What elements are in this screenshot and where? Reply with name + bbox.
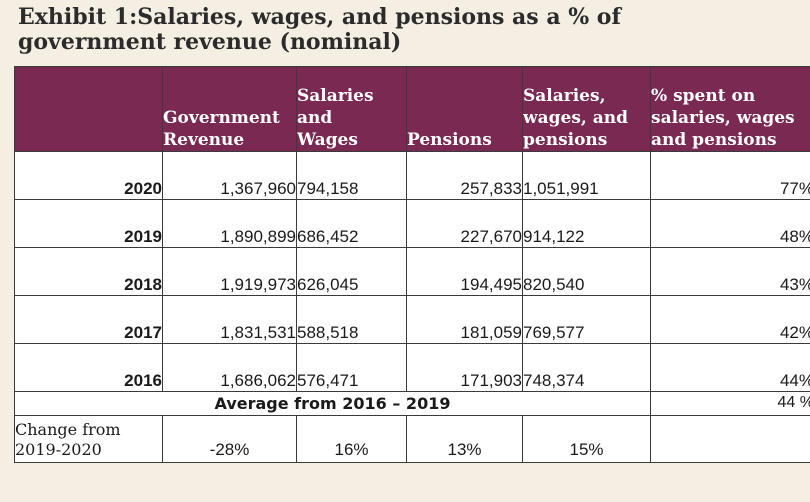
- pensions-cell: 257,833: [406, 151, 523, 200]
- exhibit-title: Exhibit 1:Salaries, wages, and pensions …: [18, 5, 798, 55]
- salaries-cell: 626,045: [296, 247, 407, 296]
- year-cell: 2018: [14, 247, 163, 296]
- percent-cell: 42%: [650, 295, 810, 344]
- header-line: Pensions: [407, 130, 492, 150]
- header-pensions: Pensions: [406, 66, 523, 152]
- average-label: Average from 2016 – 2019: [14, 391, 651, 416]
- revenue-cell: 1,367,960: [162, 151, 297, 200]
- header-line: and: [297, 108, 333, 128]
- header-line: wages, and: [523, 108, 629, 128]
- pensions-cell: 171,903: [406, 343, 523, 392]
- header-line: salaries, wages: [651, 108, 795, 128]
- average-value: 44 %: [650, 391, 810, 416]
- header-line: Wages: [297, 130, 358, 150]
- percent-cell: 44%: [650, 343, 810, 392]
- average-row: Average from 2016 – 2019 44 %: [14, 391, 810, 416]
- header-salaries-wages-pensions: Salaries, wages, and pensions: [522, 66, 651, 152]
- header-line: Revenue: [163, 130, 245, 150]
- header-line: Salaries,: [523, 86, 606, 106]
- header-line: pensions: [523, 130, 608, 150]
- header-government-revenue: Government Revenue: [162, 66, 297, 152]
- total-cell: 1,051,991: [522, 151, 651, 200]
- salaries-cell: 576,471: [296, 343, 407, 392]
- percent-cell: 77%: [650, 151, 810, 200]
- percent-cell: 43%: [650, 247, 810, 296]
- pensions-cell: 227,670: [406, 199, 523, 248]
- header-blank: [14, 66, 163, 152]
- change-row: Change from 2019-2020 -28% 16% 13% 15%: [14, 415, 810, 463]
- table-body: 20201,367,960794,158257,8331,051,99177%2…: [14, 151, 810, 463]
- header-line: Salaries: [297, 86, 374, 106]
- salaries-table: Government Revenue Salaries and Wages Pension…: [14, 66, 810, 463]
- change-salaries: 16%: [296, 415, 407, 463]
- year-cell: 2019: [14, 199, 163, 248]
- change-pct: [650, 415, 810, 463]
- salaries-cell: 794,158: [296, 151, 407, 200]
- change-label-line-1: Change from: [15, 420, 121, 439]
- revenue-cell: 1,919,973: [162, 247, 297, 296]
- revenue-cell: 1,831,531: [162, 295, 297, 344]
- percent-cell: 48%: [650, 199, 810, 248]
- salaries-cell: 588,518: [296, 295, 407, 344]
- revenue-cell: 1,890,899: [162, 199, 297, 248]
- year-cell: 2016: [14, 343, 163, 392]
- total-cell: 748,374: [522, 343, 651, 392]
- title-line-1: Exhibit 1:Salaries, wages, and pensions …: [18, 4, 621, 30]
- pensions-cell: 194,495: [406, 247, 523, 296]
- salaries-cell: 686,452: [296, 199, 407, 248]
- header-line: Government: [163, 108, 280, 128]
- header-percent-spent: % spent on salaries, wages and pensions: [650, 66, 810, 152]
- change-label-line-2: 2019-2020: [15, 440, 102, 459]
- change-pensions: 13%: [406, 415, 523, 463]
- year-cell: 2017: [14, 295, 163, 344]
- header-salaries-and-wages: Salaries and Wages: [296, 66, 407, 152]
- change-label: Change from 2019-2020: [14, 415, 163, 463]
- title-line-2: government revenue (nominal): [18, 29, 402, 55]
- total-cell: 820,540: [522, 247, 651, 296]
- header-row: Government Revenue Salaries and Wages Pension…: [14, 66, 810, 152]
- total-cell: 914,122: [522, 199, 651, 248]
- header-line: % spent on: [651, 86, 756, 106]
- header-line: and pensions: [651, 130, 777, 150]
- year-cell: 2020: [14, 151, 163, 200]
- change-total: 15%: [522, 415, 651, 463]
- pensions-cell: 181,059: [406, 295, 523, 344]
- change-revenue: -28%: [162, 415, 297, 463]
- revenue-cell: 1,686,062: [162, 343, 297, 392]
- total-cell: 769,577: [522, 295, 651, 344]
